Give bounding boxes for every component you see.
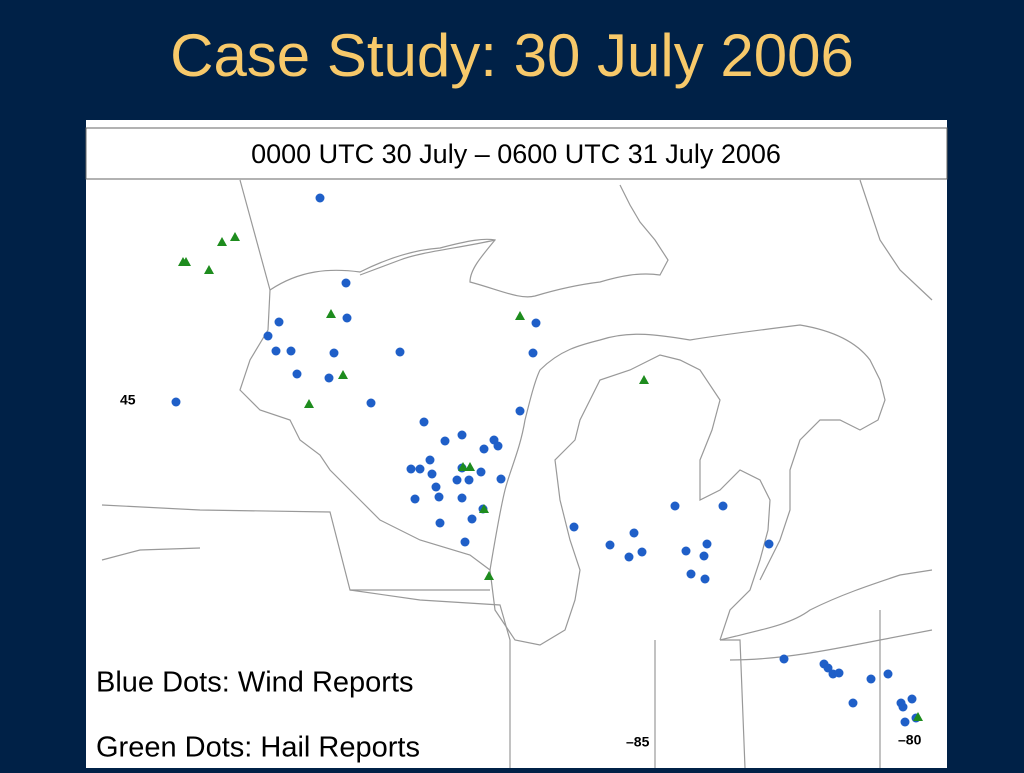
wind-report — [415, 464, 425, 474]
wind-report — [883, 669, 893, 679]
report-markers — [171, 193, 923, 727]
wind-report — [718, 501, 728, 511]
hail-report — [304, 399, 314, 408]
wind-report — [342, 313, 352, 323]
wind-report — [848, 698, 858, 708]
wind-report — [431, 482, 441, 492]
wind-report — [452, 475, 462, 485]
wind-report — [493, 441, 503, 451]
lon-label: –85 — [626, 734, 650, 750]
hail-report — [465, 462, 475, 471]
legend-wind: Blue Dots: Wind Reports — [96, 667, 414, 699]
hail-report — [204, 265, 214, 274]
wind-report — [834, 668, 844, 678]
hail-report — [515, 311, 525, 320]
wind-report — [341, 278, 351, 288]
wind-report — [823, 663, 833, 673]
wind-report — [395, 347, 405, 357]
lat-label: 45 — [120, 392, 136, 408]
wind-report — [866, 674, 876, 684]
wind-report — [419, 417, 429, 427]
hail-report — [326, 309, 336, 318]
wind-report — [476, 467, 486, 477]
wind-report — [274, 317, 284, 327]
wind-report — [496, 474, 506, 484]
wind-report — [900, 717, 910, 727]
wind-report — [700, 574, 710, 584]
wind-report — [569, 522, 579, 532]
hail-report — [458, 462, 468, 471]
hail-report — [338, 370, 348, 379]
wind-report — [435, 518, 445, 528]
hail-report — [913, 712, 923, 721]
wind-report — [329, 348, 339, 358]
wind-report — [460, 537, 470, 547]
hail-report — [217, 237, 227, 246]
wind-report — [702, 539, 712, 549]
wind-report — [286, 346, 296, 356]
wind-report — [531, 318, 541, 328]
wind-report — [171, 397, 181, 407]
wind-report — [629, 528, 639, 538]
wind-report — [425, 455, 435, 465]
wind-report — [427, 469, 437, 479]
wind-report — [528, 348, 538, 358]
hail-report — [484, 571, 494, 580]
wind-report — [515, 406, 525, 416]
wind-report — [624, 552, 634, 562]
lon-label: –80 — [898, 732, 922, 748]
wind-report — [406, 464, 416, 474]
map-caption: 0000 UTC 30 July – 0600 UTC 31 July 2006 — [251, 139, 781, 169]
wind-report — [637, 547, 647, 557]
hail-report — [230, 232, 240, 241]
wind-report — [699, 551, 709, 561]
wind-report — [605, 540, 615, 550]
slide-title: Case Study: 30 July 2006 — [170, 22, 854, 89]
map-outlines — [101, 179, 933, 769]
wind-report — [467, 514, 477, 524]
wind-report — [479, 444, 489, 454]
wind-report — [440, 436, 450, 446]
hail-report — [479, 504, 489, 513]
wind-report — [457, 493, 467, 503]
wind-report — [686, 569, 696, 579]
wind-report — [464, 475, 474, 485]
wind-report — [907, 694, 917, 704]
wind-report — [366, 398, 376, 408]
wind-report — [779, 654, 789, 664]
wind-report — [263, 331, 273, 341]
map-area — [86, 120, 947, 768]
wind-report — [764, 539, 774, 549]
hail-report — [181, 257, 191, 266]
wind-report — [271, 346, 281, 356]
wind-report — [681, 546, 691, 556]
wind-report — [434, 492, 444, 502]
wind-report — [410, 494, 420, 504]
legend-hail: Green Dots: Hail Reports — [96, 732, 420, 764]
caption-box — [85, 127, 948, 180]
wind-report — [670, 501, 680, 511]
wind-report — [457, 430, 467, 440]
wind-report — [898, 702, 908, 712]
wind-report — [324, 373, 334, 383]
wind-report — [292, 369, 302, 379]
wind-report — [315, 193, 325, 203]
hail-report — [639, 375, 649, 384]
